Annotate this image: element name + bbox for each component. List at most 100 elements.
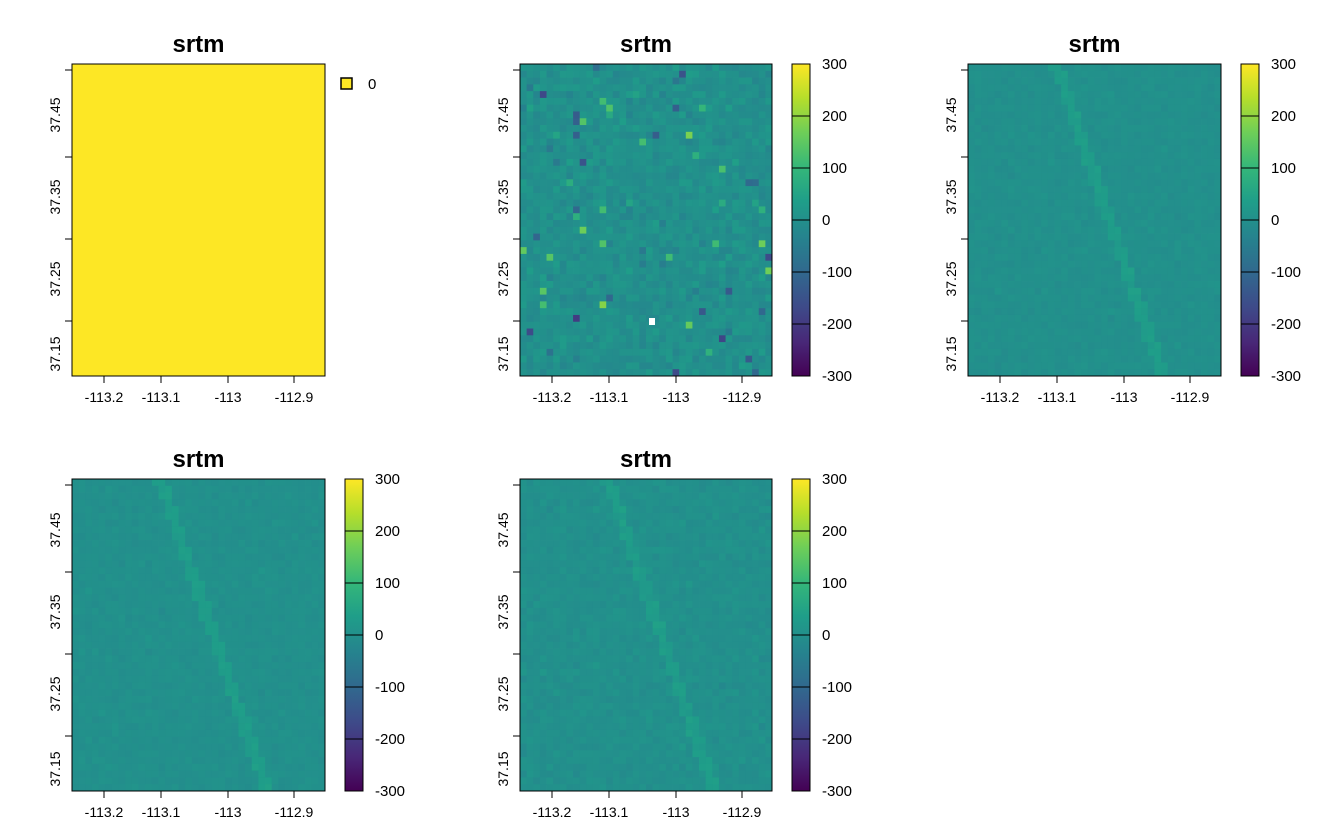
raster-cell <box>968 104 976 112</box>
raster-cell <box>1147 328 1155 336</box>
raster-cell <box>712 274 720 282</box>
raster-cell <box>533 138 541 146</box>
raster-cell <box>1054 131 1062 140</box>
raster-cell <box>712 118 720 126</box>
raster-cell <box>311 533 319 541</box>
raster-cell <box>1154 328 1162 336</box>
raster-cell <box>994 118 1002 126</box>
raster-cell <box>1021 287 1029 296</box>
raster-cell <box>679 70 687 78</box>
raster-cell <box>178 607 186 616</box>
raster-cell <box>278 723 286 731</box>
raster-cell <box>559 172 567 180</box>
raster-cell <box>1147 64 1155 72</box>
raster-cell <box>1001 301 1009 309</box>
raster-cell <box>599 186 607 194</box>
raster-cell <box>1141 267 1149 275</box>
raster-cell <box>1061 70 1069 78</box>
raster-cell <box>98 594 106 602</box>
raster-cell <box>718 321 726 329</box>
raster-cell <box>718 287 726 296</box>
raster-cell <box>758 158 766 167</box>
raster-cell <box>665 118 673 126</box>
raster-cell <box>1127 206 1135 214</box>
raster-cell <box>526 186 534 194</box>
raster-cell <box>125 689 133 697</box>
raster-cell <box>1007 111 1016 119</box>
raster-cell <box>278 675 286 683</box>
raster-cell <box>606 104 614 112</box>
raster-cell <box>165 594 173 602</box>
raster-cell <box>665 172 673 180</box>
raster-cell <box>559 70 567 78</box>
raster-cell <box>185 723 193 731</box>
raster-cell <box>718 158 726 167</box>
raster-cell <box>685 206 693 214</box>
raster-cell <box>1021 158 1029 167</box>
raster-cell <box>1061 138 1069 146</box>
raster-cell <box>559 152 567 160</box>
raster-cell <box>612 348 620 357</box>
raster-cell <box>526 260 534 268</box>
raster-cell <box>1087 97 1095 106</box>
raster-cell <box>599 328 607 336</box>
raster-cell <box>198 553 206 561</box>
raster-cell <box>1174 294 1182 302</box>
raster-cell <box>573 192 581 201</box>
raster-cell <box>265 696 273 704</box>
raster-cell <box>539 321 547 329</box>
raster-cell <box>1167 172 1175 180</box>
raster-cell <box>968 84 976 92</box>
raster-cell <box>1007 97 1016 106</box>
raster-cell <box>1067 172 1075 180</box>
raster-cell <box>699 308 707 316</box>
raster-cell <box>612 369 620 377</box>
raster-cell <box>752 213 760 221</box>
raster-cell <box>539 179 547 187</box>
raster-cell <box>138 492 146 500</box>
raster-cell <box>1194 321 1202 329</box>
raster-cell <box>1121 226 1129 234</box>
raster-cell <box>685 233 693 241</box>
raster-cell <box>745 77 753 85</box>
raster-cell <box>1154 138 1162 146</box>
raster-cell <box>1141 247 1149 255</box>
raster-cell <box>546 240 554 248</box>
raster-cell <box>1147 165 1155 173</box>
raster-cell <box>231 506 239 514</box>
raster-cell <box>1047 64 1055 72</box>
raster-cell <box>705 274 713 282</box>
raster-cell <box>1061 301 1069 309</box>
raster-cell <box>105 641 113 649</box>
raster-cell <box>592 314 600 323</box>
raster-cell <box>725 362 733 370</box>
raster-cell <box>1161 192 1169 201</box>
raster-cell <box>1154 355 1162 363</box>
raster-cell <box>1181 226 1189 234</box>
raster-cell <box>1181 152 1189 160</box>
raster-cell <box>1054 179 1062 187</box>
raster-cell <box>171 601 179 609</box>
raster-cell <box>987 199 996 207</box>
raster-cell <box>987 77 996 85</box>
raster-cell <box>987 179 996 187</box>
raster-cell <box>1121 253 1129 262</box>
raster-cell <box>1154 267 1162 275</box>
raster-cell <box>205 540 213 548</box>
raster-cell <box>1054 138 1062 146</box>
raster-cell <box>225 587 233 595</box>
raster-cell <box>158 675 166 683</box>
plot-frame <box>967 63 1222 377</box>
raster-cell <box>659 287 667 296</box>
raster-cell <box>171 614 179 622</box>
raster-cell <box>539 233 547 241</box>
raster-cell <box>1107 314 1115 323</box>
raster-cell <box>745 186 753 194</box>
raster-cell <box>559 165 567 173</box>
raster-cell <box>198 479 206 487</box>
raster-cell <box>712 97 720 106</box>
raster-cell <box>579 165 587 173</box>
raster-cell <box>1054 362 1062 370</box>
raster-cell <box>705 145 713 153</box>
raster-cell <box>1167 165 1175 173</box>
